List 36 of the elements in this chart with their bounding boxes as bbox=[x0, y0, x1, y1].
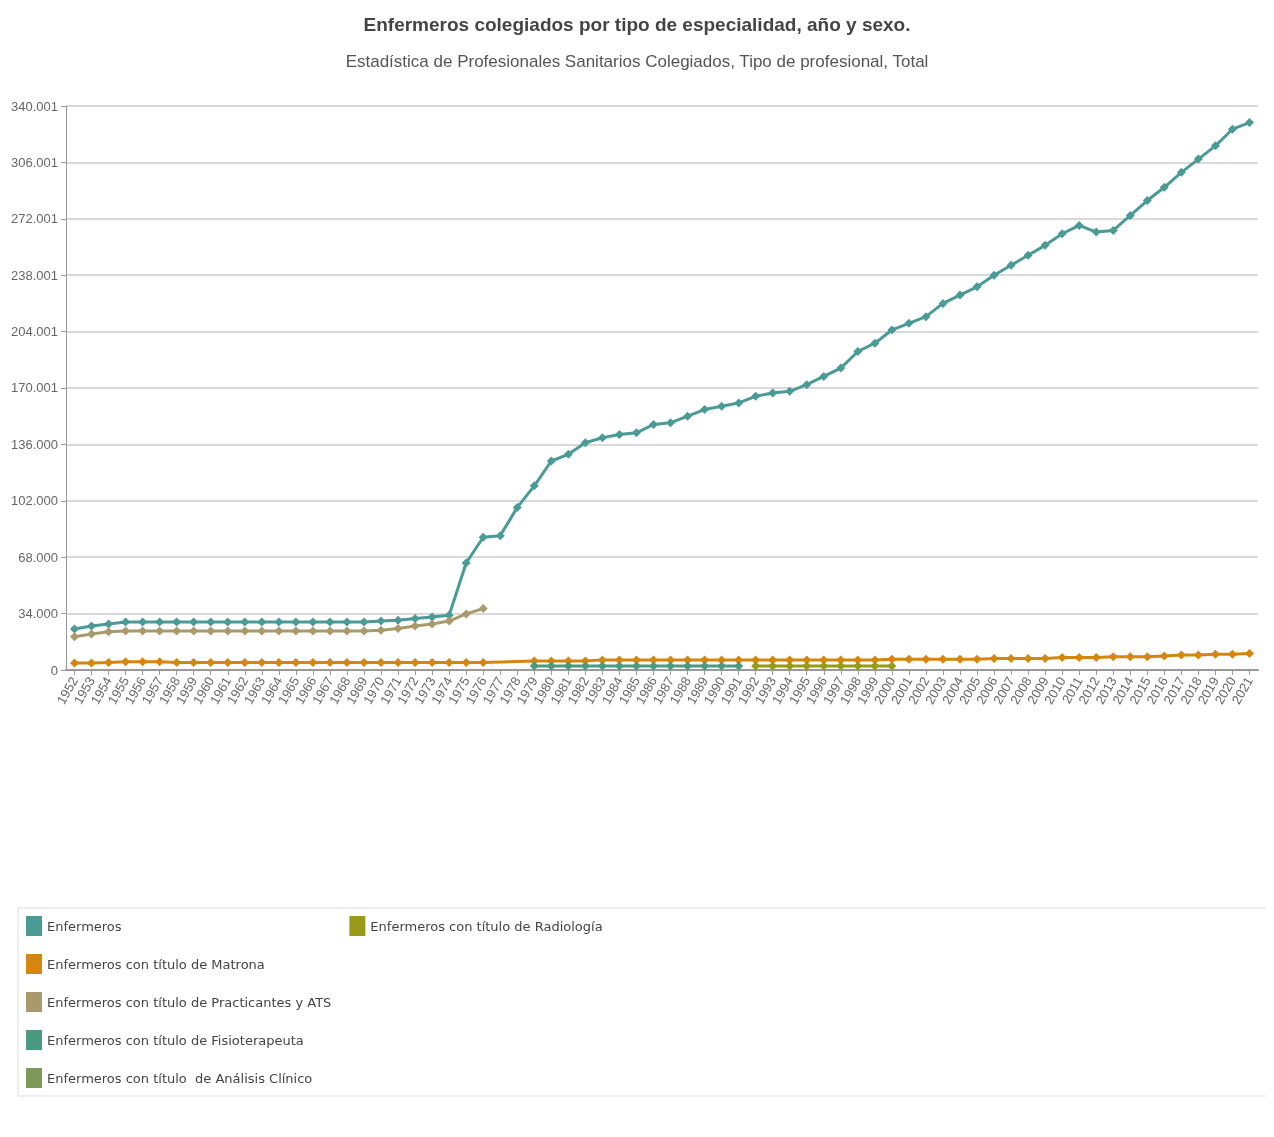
point bbox=[308, 626, 318, 636]
legend-label: Enfermeros con título de Practicantes y ATS bbox=[47, 994, 332, 1010]
legend-label: Enfermeros con título de Análisis Clínico bbox=[47, 1070, 313, 1086]
point bbox=[325, 626, 335, 636]
point bbox=[393, 624, 403, 634]
point bbox=[870, 661, 880, 671]
point bbox=[853, 661, 863, 671]
y-tick-label: 68.000 bbox=[18, 549, 58, 565]
point bbox=[478, 604, 488, 614]
point bbox=[836, 661, 846, 671]
y-tick-label: 102.000 bbox=[10, 493, 58, 509]
point bbox=[444, 616, 454, 626]
y-tick-label: 306.001 bbox=[10, 154, 58, 170]
y-tick-label: 272.001 bbox=[10, 211, 58, 227]
point bbox=[461, 609, 471, 619]
y-tick-label: 204.001 bbox=[10, 324, 58, 340]
point bbox=[342, 626, 352, 636]
point bbox=[410, 621, 420, 631]
chart-title: Enfermeros colegiados por tipo de especialidad, año y sexo. bbox=[363, 14, 911, 35]
legend-label: Enfermeros bbox=[47, 918, 122, 934]
legend-label: Enfermeros con título de Fisioterapeuta bbox=[47, 1032, 304, 1048]
y-tick-label: 170.001 bbox=[10, 380, 58, 396]
point bbox=[427, 619, 437, 629]
point bbox=[734, 661, 744, 671]
legend-label: Enfermeros con título de Matrona bbox=[47, 956, 265, 972]
legend-label: Enfermeros con título de Radiología bbox=[370, 918, 603, 934]
y-tick-label: 238.001 bbox=[10, 267, 58, 283]
point bbox=[887, 661, 897, 671]
y-tick-label: 0 bbox=[50, 662, 58, 678]
y-tick-label: 34.000 bbox=[18, 606, 58, 622]
point bbox=[529, 661, 539, 671]
chart-subtitle: Estadística de Profesionales Sanitarios Colegiados, Tipo de profesional, Total bbox=[345, 52, 929, 71]
point bbox=[70, 632, 80, 642]
point bbox=[359, 626, 369, 636]
y-tick-label: 340.001 bbox=[10, 98, 58, 114]
y-tick-label: 136.000 bbox=[10, 436, 58, 452]
